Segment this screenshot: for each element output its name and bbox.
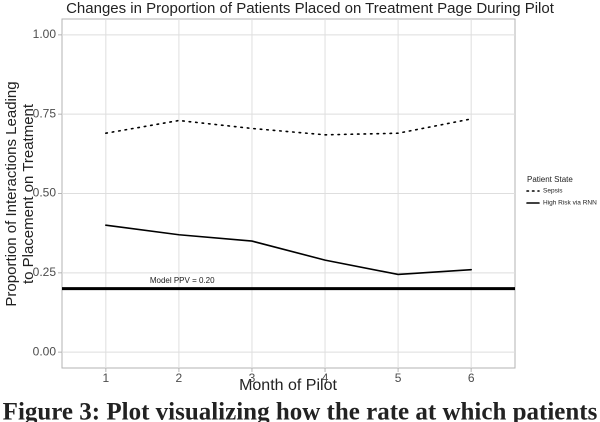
y-tick-label: 0.75 xyxy=(33,106,57,120)
legend-label: Sepsis xyxy=(543,188,563,195)
x-axis-label: Month of Pilot xyxy=(239,377,337,394)
y-axis-label: to Placement on Treatment xyxy=(20,103,37,284)
series-line xyxy=(105,118,472,136)
y-axis-label: Proportion of Interactions Leading xyxy=(3,81,20,306)
x-tick-label: 5 xyxy=(395,371,402,385)
x-tick-label: 1 xyxy=(102,371,109,385)
y-tick-label: 0.00 xyxy=(33,344,57,358)
chart-title: Changes in Proportion of Patients Placed… xyxy=(66,0,555,17)
x-tick-label: 4 xyxy=(322,371,329,385)
x-tick-label: 6 xyxy=(468,371,475,385)
legend-label: High Risk via RNN xyxy=(543,200,597,207)
x-tick-label: 3 xyxy=(249,371,256,385)
figure-caption: Figure 3: Plot visualizing how the rate … xyxy=(3,399,598,422)
y-tick-label: 0.50 xyxy=(33,186,57,200)
y-tick-label: 1.00 xyxy=(33,27,57,41)
x-tick-label: 2 xyxy=(176,371,183,385)
legend-title: Patient State xyxy=(527,175,573,184)
reference-label: Model PPV = 0.20 xyxy=(150,276,215,285)
y-tick-label: 0.25 xyxy=(33,265,57,279)
series-line xyxy=(105,224,472,276)
